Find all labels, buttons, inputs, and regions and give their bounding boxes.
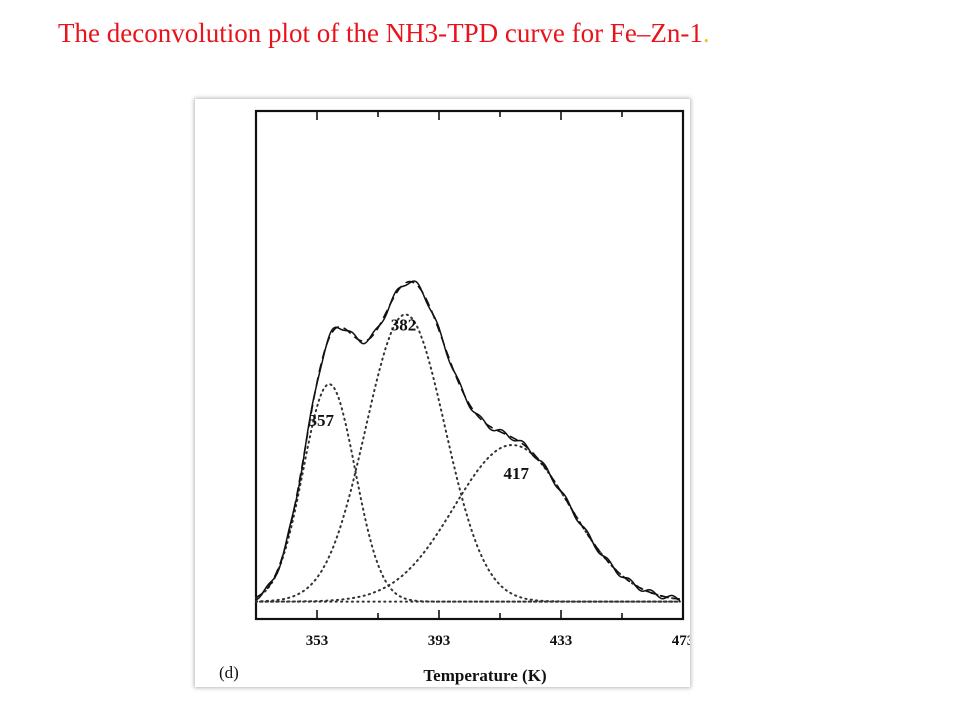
x-tick-label: 393 bbox=[428, 633, 451, 649]
experimental-curve bbox=[255, 280, 681, 602]
slide-title: The deconvolution plot of the NH3-TPD cu… bbox=[58, 18, 710, 49]
x-ticks bbox=[255, 111, 684, 619]
x-tick-label: 473 bbox=[672, 633, 690, 649]
peak-label-357: 357 bbox=[308, 411, 334, 430]
x-axis-label: Temperature (K) bbox=[423, 666, 546, 685]
peak-label-382: 382 bbox=[391, 316, 417, 335]
x-tick-labels: 353 393 433 473 bbox=[306, 633, 690, 649]
slide-title-period: . bbox=[702, 18, 710, 48]
fitted-peak-417 bbox=[255, 443, 681, 603]
peak-label-417: 417 bbox=[503, 464, 529, 483]
x-tick-label: 353 bbox=[306, 633, 329, 649]
fitted-peak-382 bbox=[255, 313, 681, 603]
x-tick-label: 433 bbox=[550, 633, 573, 649]
peak-labels: 357 382 417 bbox=[308, 316, 529, 484]
panel-label: (d) bbox=[219, 663, 239, 682]
fitted-peak-357 bbox=[255, 383, 681, 603]
curves bbox=[255, 280, 681, 603]
tpd-chart: 357 382 417 353 393 433 473 (d) Temperature (… bbox=[219, 109, 690, 685]
figure-frame: 357 382 417 353 393 433 473 (d) Temperature (… bbox=[195, 99, 690, 687]
slide-title-text: The deconvolution plot of the NH3-TPD cu… bbox=[58, 18, 703, 48]
plot-area-frame bbox=[254, 109, 685, 621]
fitted-sum-curve bbox=[255, 280, 681, 600]
